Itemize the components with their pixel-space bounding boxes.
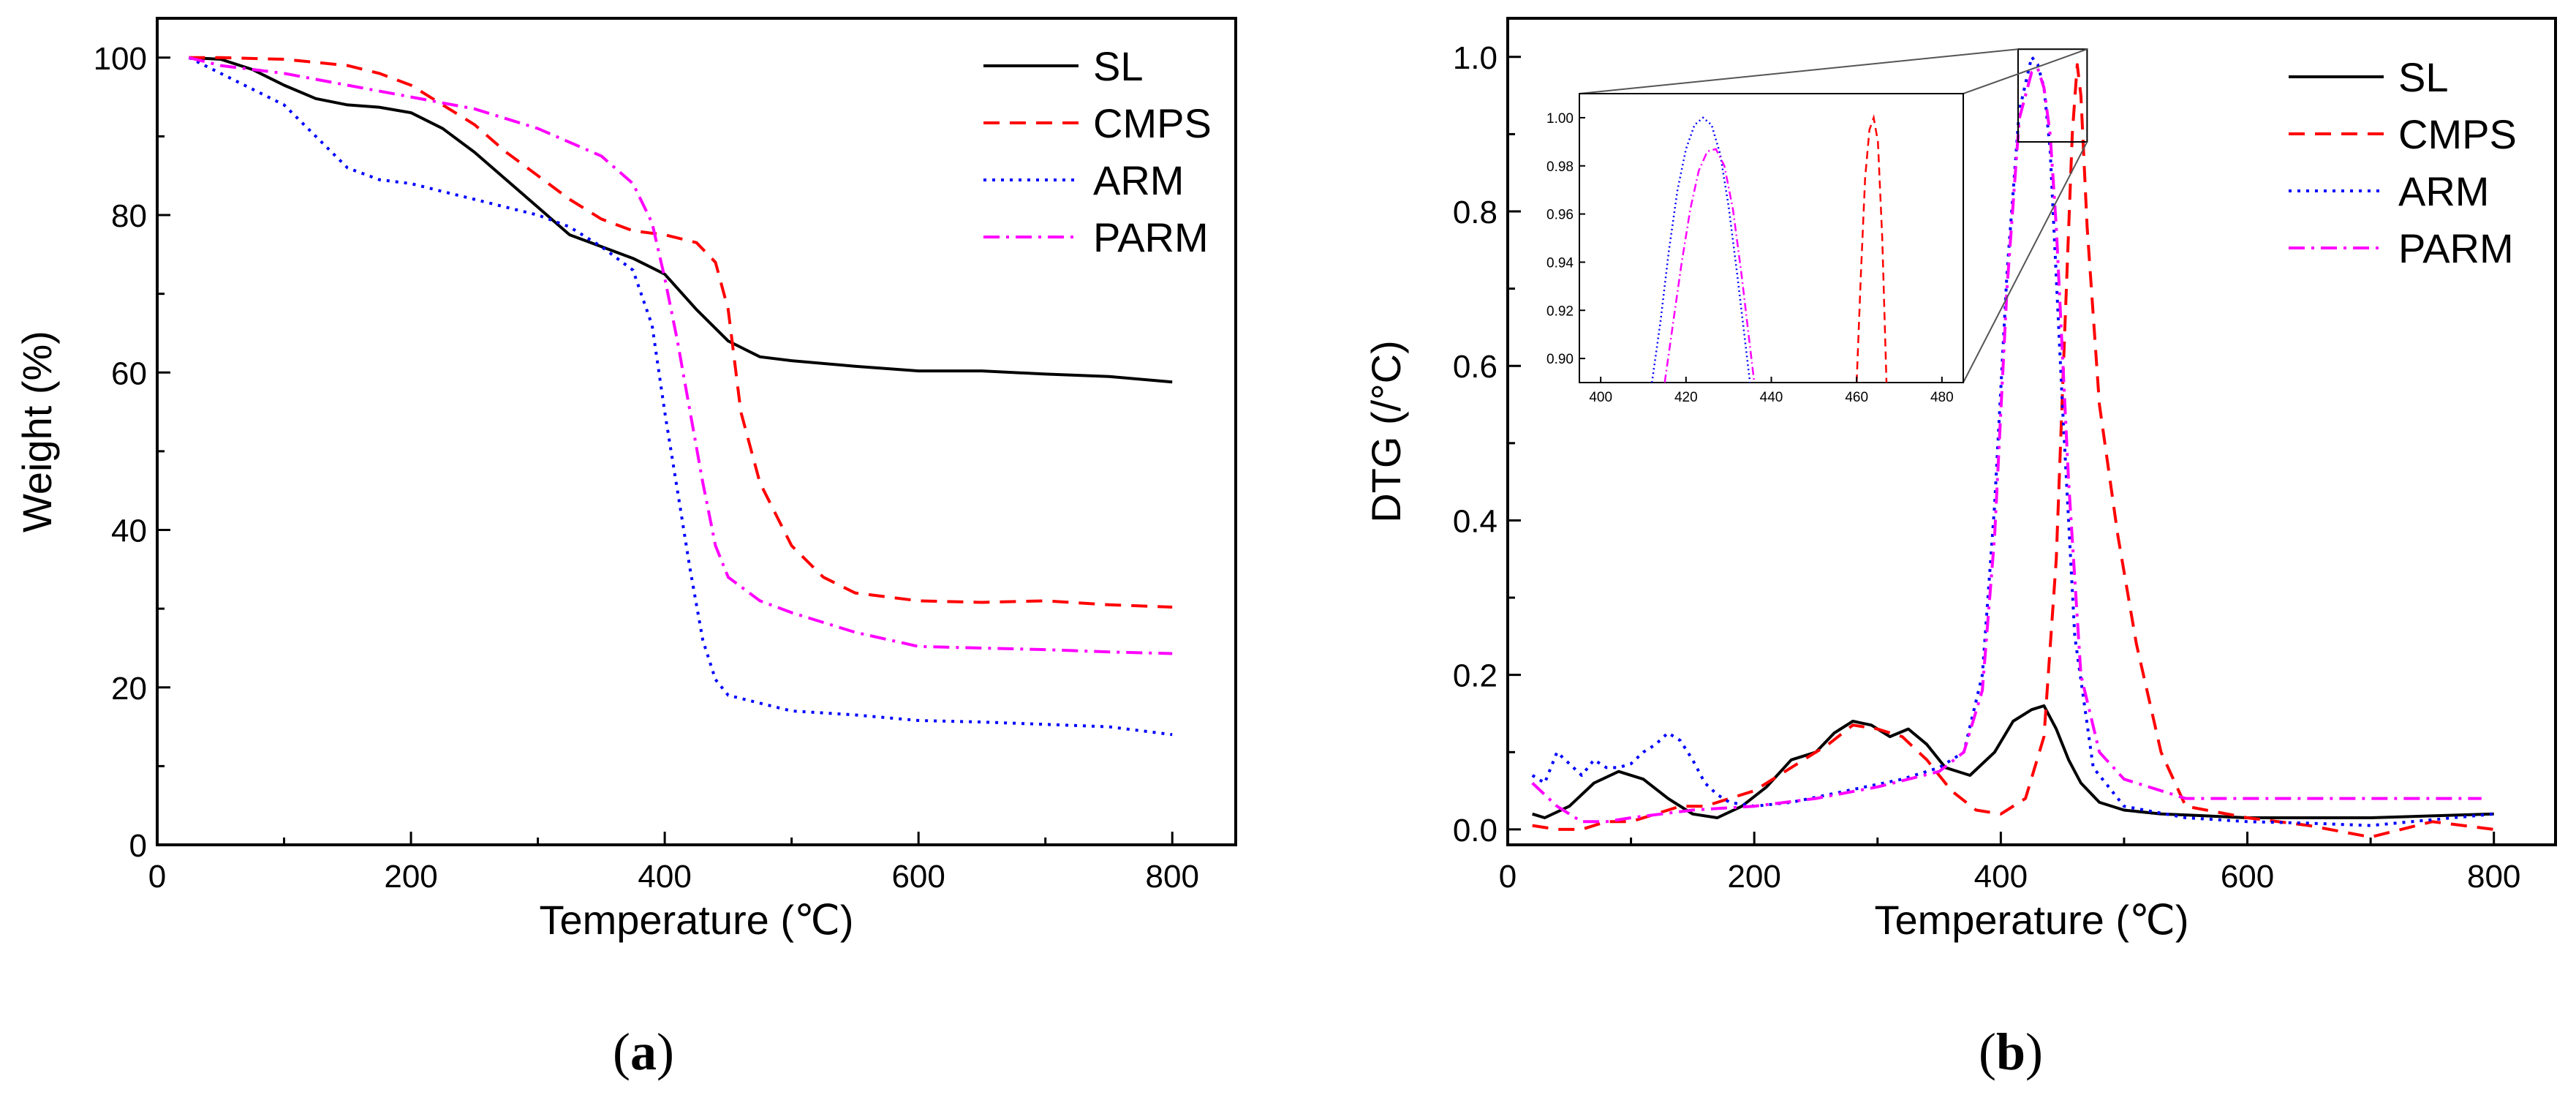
series-line-arm: [189, 58, 1172, 735]
x-tick-label: 400: [1974, 859, 2028, 895]
x-axis-label: Temperature (℃): [1874, 897, 2188, 943]
y-tick-label: 0.2: [1453, 658, 1497, 694]
legend-label-cmps: CMPS: [1093, 100, 1212, 146]
series-line-sl: [189, 58, 1172, 382]
panel-b-inset-chart: 400 420 440 460 480 0.90 0.92 0.94 0.96 0.98 1.00: [1546, 49, 2087, 405]
y-axis-label: DTG (/°C): [1363, 340, 1409, 522]
series-line-parm: [189, 58, 1172, 654]
panel-b-label: (b): [1979, 1023, 2043, 1081]
inset-x-tick-label: 440: [1760, 390, 1783, 405]
y-tick-label: 0.6: [1453, 349, 1497, 385]
y-tick-label: 40: [111, 513, 147, 549]
zoom-connector-line: [1963, 49, 2087, 94]
panel-a-label: (a): [613, 1023, 674, 1081]
y-tick-label: 0.4: [1453, 503, 1497, 539]
series-line-cmps: [189, 58, 1172, 607]
x-tick-label: 200: [384, 859, 437, 895]
zoom-connector-line: [1963, 142, 2087, 383]
panel-b-letter: b: [1996, 1023, 2025, 1081]
inset-frame: [1579, 94, 1963, 383]
legend-label-sl: SL: [1093, 43, 1144, 89]
y-tick-label: 20: [111, 671, 147, 707]
y-axis-label: Weight (%): [14, 331, 60, 533]
y-tick-label: 0: [129, 828, 147, 864]
inset-y-tick-label: 0.96: [1546, 208, 1574, 223]
zoom-region-box: [2018, 49, 2087, 142]
inset-y-tick-label: 0.92: [1546, 304, 1574, 319]
legend-label-cmps: CMPS: [2398, 111, 2517, 157]
panel-a-chart: 0 200 400 600 800 0 20 40 60 80 100 Temperature (℃)…: [14, 18, 1236, 943]
x-tick-label: 800: [1146, 859, 1199, 895]
y-tick-label: 0.8: [1453, 195, 1497, 230]
x-tick-label: 200: [1727, 859, 1780, 895]
y-tick-label: 60: [111, 355, 147, 391]
inset-x-tick-label: 400: [1589, 390, 1612, 405]
inset-y-tick-label: 0.98: [1546, 159, 1574, 175]
y-tick-label: 1.0: [1453, 40, 1497, 76]
x-tick-label: 600: [891, 859, 945, 895]
x-tick-label: 0: [148, 859, 166, 895]
x-tick-label: 400: [638, 859, 691, 895]
inset-y-tick-label: 0.94: [1546, 255, 1574, 271]
legend-label-arm: ARM: [1093, 157, 1184, 203]
panel-a-letter: a: [630, 1023, 657, 1081]
inset-x-tick-label: 420: [1674, 390, 1698, 405]
legend-label-parm: PARM: [2398, 225, 2514, 271]
y-tick-label: 100: [94, 41, 147, 77]
legend-label-sl: SL: [2398, 54, 2449, 100]
x-axis-label: Temperature (℃): [539, 897, 853, 943]
inset-x-tick-label: 460: [1845, 390, 1868, 405]
x-tick-label: 0: [1499, 859, 1516, 895]
x-tick-label: 800: [2467, 859, 2520, 895]
inset-y-tick-label: 0.90: [1546, 352, 1574, 367]
legend-label-parm: PARM: [1093, 214, 1209, 260]
zoom-connector-line: [1579, 49, 2018, 94]
series-line-sl: [1533, 706, 2494, 818]
legend-label-arm: ARM: [2398, 168, 2489, 214]
y-tick-label: 80: [111, 198, 147, 234]
x-tick-label: 600: [2221, 859, 2274, 895]
inset-x-tick-label: 480: [1930, 390, 1954, 405]
y-tick-label: 0.0: [1453, 813, 1497, 848]
inset-y-tick-label: 1.00: [1546, 111, 1574, 127]
figure: 0 200 400 600 800 0 20 40 60 80 100 Temperature (℃)…: [0, 0, 2576, 1095]
plot-frame: [157, 18, 1236, 845]
